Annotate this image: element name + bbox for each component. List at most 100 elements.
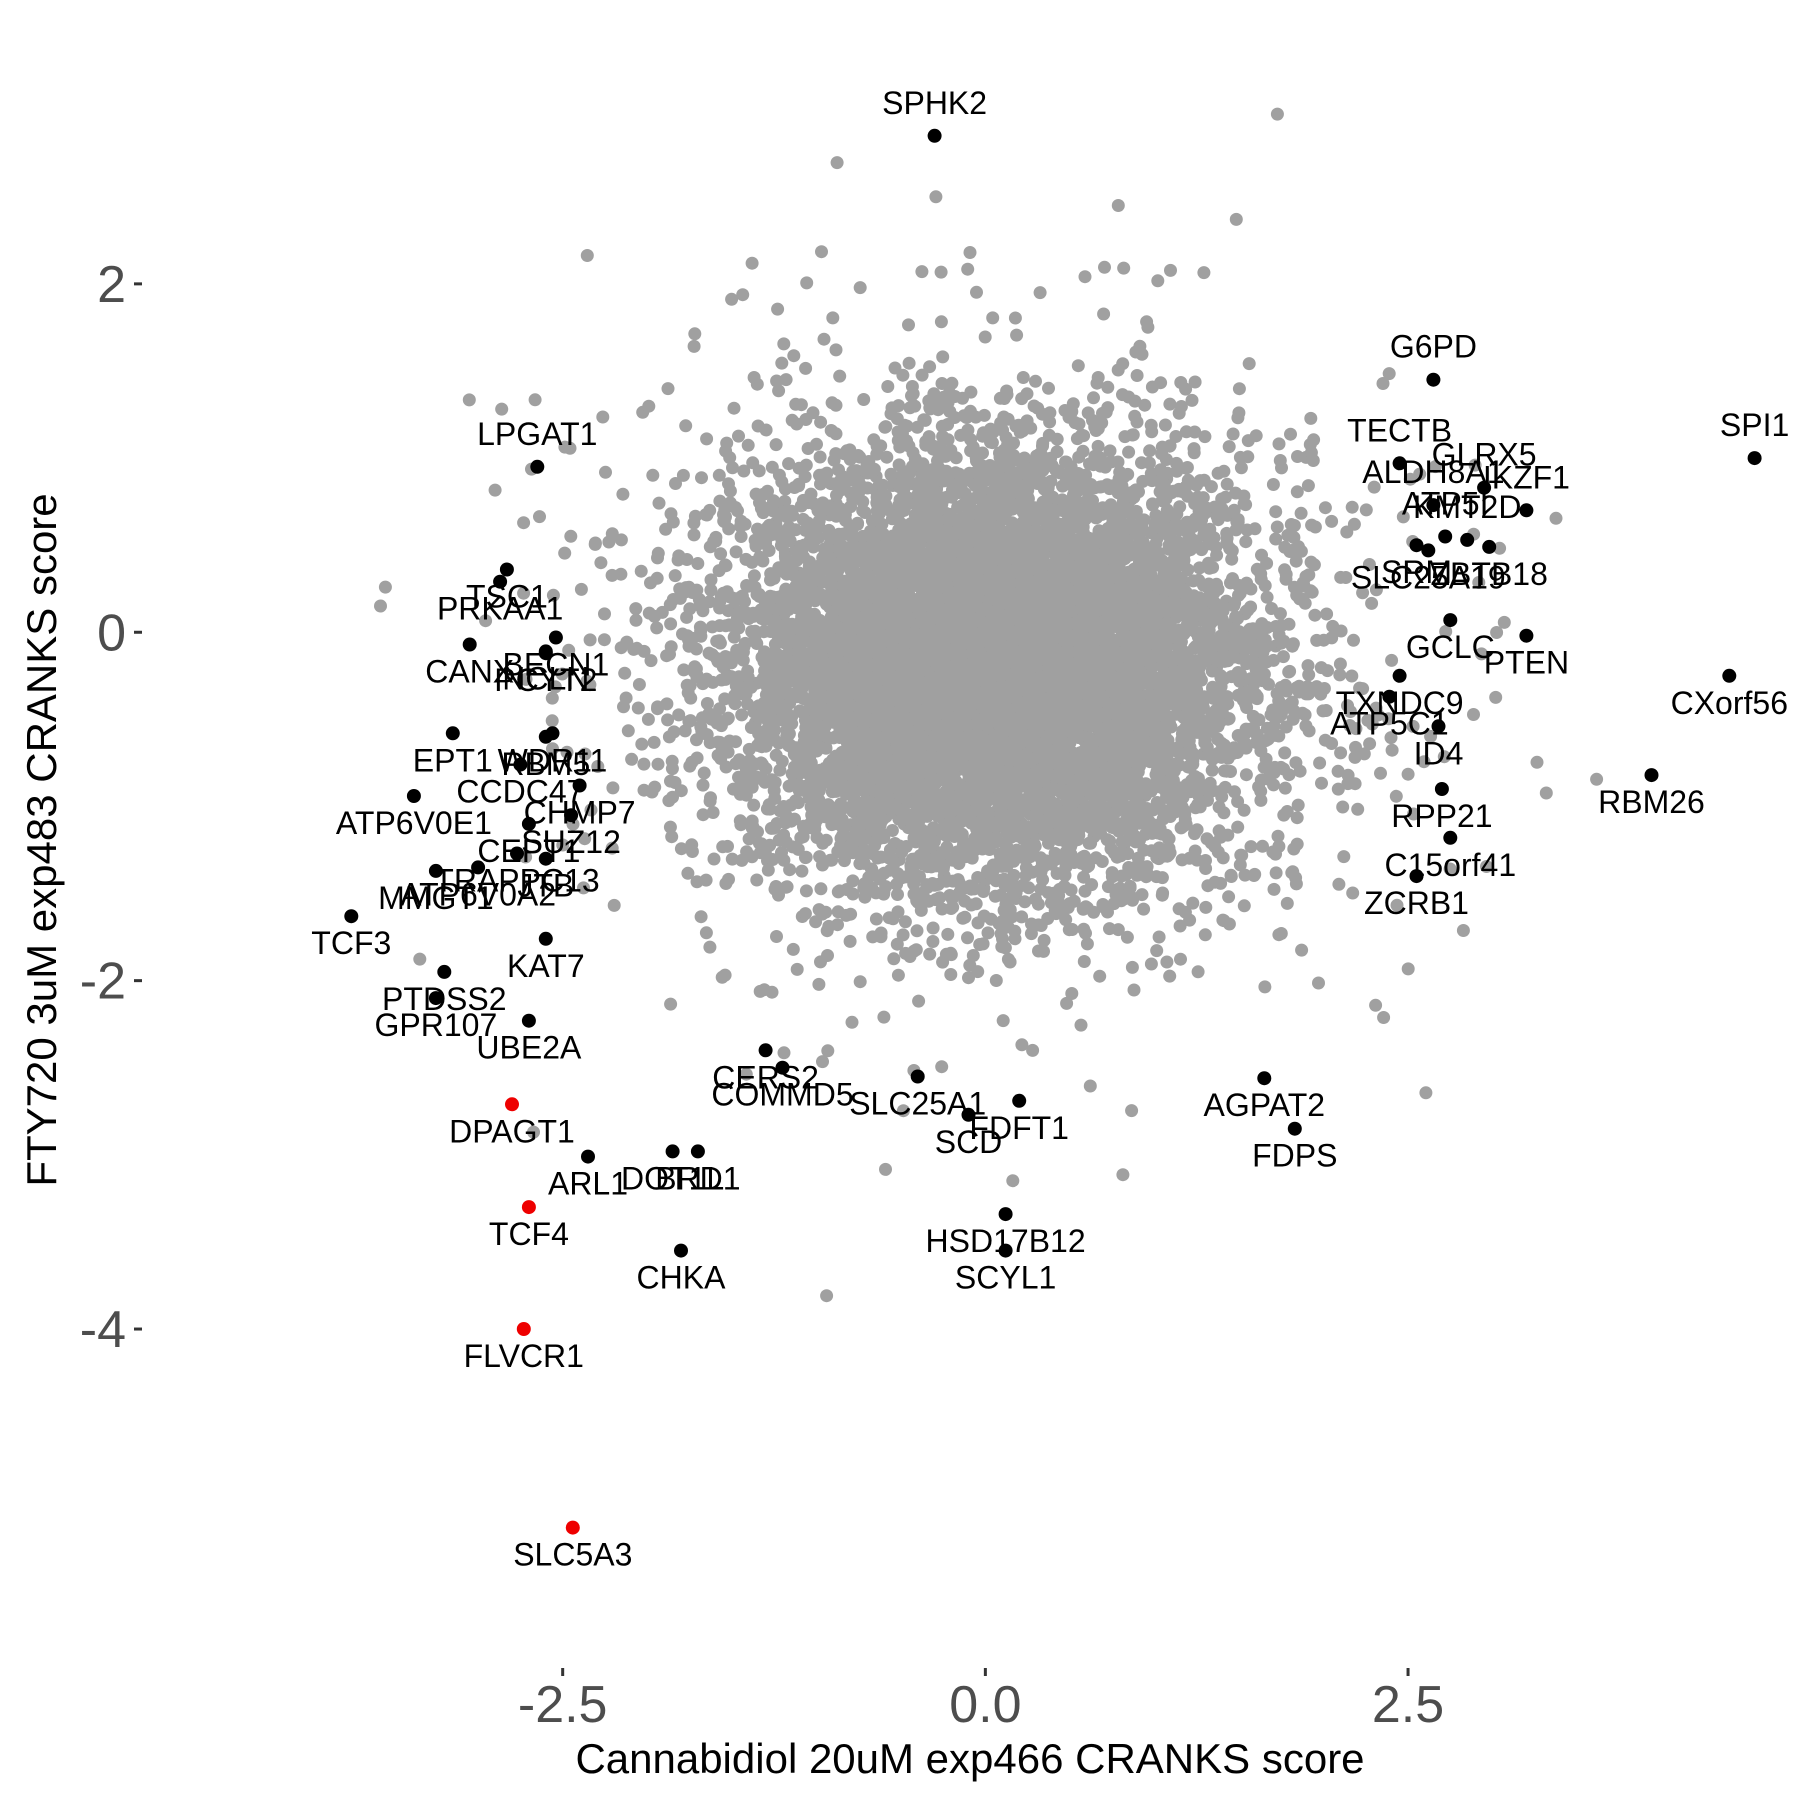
background-point bbox=[853, 281, 867, 295]
background-point bbox=[1385, 653, 1399, 667]
background-point bbox=[599, 465, 612, 479]
background-point bbox=[378, 580, 392, 594]
background-point bbox=[821, 1044, 835, 1058]
background-point bbox=[606, 781, 620, 795]
background-point bbox=[1468, 458, 1482, 472]
background-point bbox=[495, 402, 509, 416]
background-point bbox=[713, 636, 727, 650]
background-point bbox=[1497, 615, 1511, 629]
background-point bbox=[1188, 375, 1202, 389]
background-point bbox=[688, 327, 702, 341]
background-point bbox=[605, 841, 619, 855]
background-point bbox=[1270, 520, 1284, 534]
background-point bbox=[644, 576, 657, 590]
background-point bbox=[977, 909, 991, 923]
background-point bbox=[661, 382, 675, 396]
background-point bbox=[1222, 440, 1236, 454]
background-point bbox=[935, 377, 949, 390]
background-point bbox=[614, 533, 628, 547]
background-point bbox=[767, 784, 781, 798]
background-point bbox=[1376, 377, 1390, 390]
background-point bbox=[971, 965, 985, 979]
background-point bbox=[1304, 555, 1318, 569]
background-point bbox=[647, 735, 661, 749]
background-point bbox=[1008, 311, 1022, 325]
background-point bbox=[1082, 836, 1096, 850]
background-point bbox=[799, 361, 813, 375]
background-point bbox=[923, 947, 937, 961]
background-point bbox=[1385, 743, 1399, 757]
background-point bbox=[1417, 755, 1431, 769]
background-point bbox=[1331, 764, 1345, 778]
background-point bbox=[742, 742, 756, 756]
background-point bbox=[694, 624, 708, 638]
background-point bbox=[1015, 1038, 1029, 1052]
background-point bbox=[1129, 835, 1143, 849]
background-point bbox=[650, 621, 664, 635]
background-point bbox=[1269, 866, 1283, 880]
background-point bbox=[801, 516, 815, 530]
background-point bbox=[694, 910, 708, 924]
background-point bbox=[1234, 461, 1248, 475]
background-point bbox=[713, 619, 727, 633]
background-point bbox=[1348, 777, 1362, 791]
background-point bbox=[1437, 750, 1451, 764]
background-point bbox=[1231, 820, 1245, 834]
background-point bbox=[1191, 965, 1205, 979]
background-point bbox=[668, 569, 682, 583]
background-point bbox=[777, 1046, 791, 1060]
background-point bbox=[896, 928, 910, 942]
background-point bbox=[555, 667, 569, 681]
background-point bbox=[769, 438, 783, 452]
background-point bbox=[664, 617, 678, 631]
background-point bbox=[1325, 514, 1339, 528]
background-point bbox=[1129, 345, 1143, 359]
background-point bbox=[687, 339, 701, 353]
background-point bbox=[1186, 754, 1200, 768]
background-point bbox=[935, 1060, 949, 1074]
background-point bbox=[1301, 479, 1315, 493]
background-point bbox=[1258, 980, 1272, 994]
background-point bbox=[739, 552, 753, 566]
background-point bbox=[1266, 478, 1280, 491]
background-point bbox=[820, 1289, 834, 1303]
background-point bbox=[1332, 877, 1346, 891]
background-point bbox=[374, 599, 387, 613]
background-point bbox=[1010, 328, 1024, 342]
background-point bbox=[745, 256, 759, 270]
background-point bbox=[857, 393, 871, 406]
background-point bbox=[941, 433, 955, 447]
background-point bbox=[665, 830, 679, 844]
background-point bbox=[1151, 274, 1165, 288]
background-point bbox=[517, 516, 531, 530]
background-point bbox=[664, 774, 677, 788]
background-point bbox=[528, 393, 542, 407]
background-point bbox=[663, 820, 677, 834]
background-point bbox=[853, 975, 867, 989]
background-point bbox=[672, 708, 686, 722]
background-point bbox=[1269, 532, 1283, 546]
background-point bbox=[1301, 659, 1315, 673]
background-point bbox=[1137, 902, 1151, 916]
background-point bbox=[877, 1010, 891, 1024]
background-point bbox=[629, 613, 643, 627]
background-point bbox=[1186, 896, 1200, 910]
background-point bbox=[826, 311, 840, 325]
background-point bbox=[591, 760, 605, 773]
background-point bbox=[1407, 807, 1421, 821]
background-point bbox=[1050, 432, 1064, 446]
background-point bbox=[1363, 737, 1377, 751]
background-point bbox=[632, 678, 646, 691]
background-point bbox=[1456, 924, 1470, 937]
background-point bbox=[741, 438, 755, 452]
background-point bbox=[1140, 315, 1154, 329]
background-point bbox=[934, 265, 948, 279]
background-point bbox=[1396, 510, 1410, 524]
background-point bbox=[479, 614, 493, 628]
background-point bbox=[1224, 870, 1238, 883]
background-point bbox=[1345, 500, 1359, 514]
background-point bbox=[787, 349, 801, 363]
background-point bbox=[1284, 427, 1297, 441]
background-point bbox=[785, 523, 799, 537]
background-point bbox=[1336, 800, 1350, 814]
